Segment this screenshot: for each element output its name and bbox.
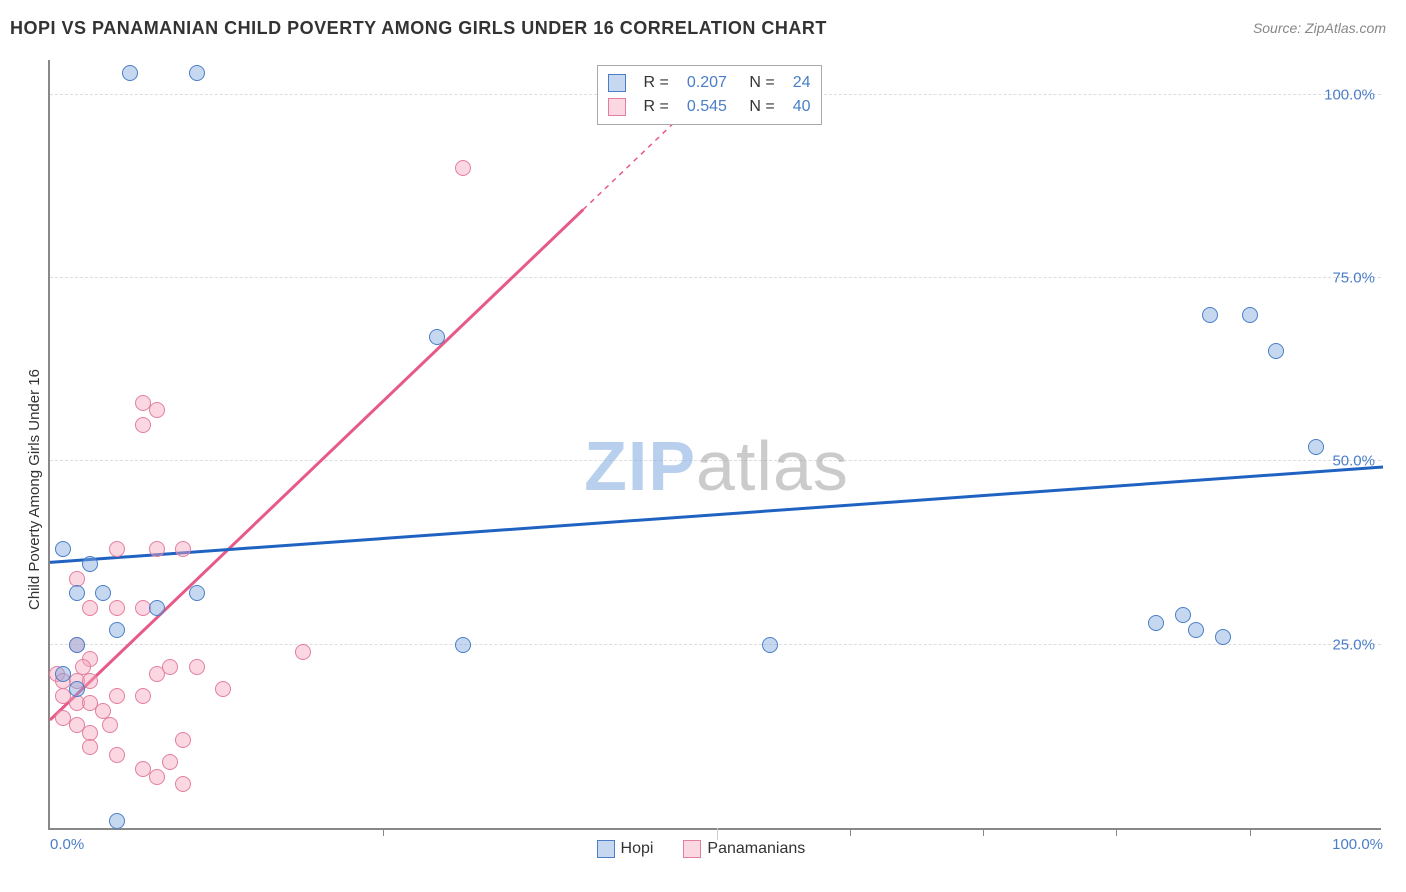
gridline-h [50, 460, 1381, 461]
point-panamanians [215, 681, 231, 697]
point-panamanians [149, 541, 165, 557]
point-panamanians [135, 688, 151, 704]
point-hopi [1188, 622, 1204, 638]
chart-title: HOPI VS PANAMANIAN CHILD POVERTY AMONG G… [10, 18, 827, 39]
point-hopi [1215, 629, 1231, 645]
point-panamanians [189, 659, 205, 675]
point-panamanians [162, 659, 178, 675]
point-hopi [69, 681, 85, 697]
point-hopi [189, 585, 205, 601]
point-panamanians [82, 725, 98, 741]
point-hopi [95, 585, 111, 601]
point-panamanians [109, 541, 125, 557]
point-panamanians [95, 703, 111, 719]
source-label: Source: ZipAtlas.com [1253, 20, 1386, 36]
point-panamanians [109, 688, 125, 704]
x-tick [383, 828, 384, 836]
y-axis-label: Child Poverty Among Girls Under 16 [26, 369, 43, 610]
point-hopi [1242, 307, 1258, 323]
x-tick [1116, 828, 1117, 836]
gridline-h [50, 277, 1381, 278]
y-tick-label: 75.0% [1332, 270, 1375, 287]
point-hopi [55, 666, 71, 682]
correlation-legend: R =0.207 N =24R =0.545 N =40 [597, 65, 822, 125]
point-hopi [149, 600, 165, 616]
point-panamanians [102, 717, 118, 733]
point-hopi [762, 637, 778, 653]
point-panamanians [135, 417, 151, 433]
point-hopi [1268, 343, 1284, 359]
gridline-v [717, 828, 718, 840]
point-panamanians [175, 541, 191, 557]
series-legend: HopiPanamanians [597, 840, 836, 858]
y-tick-label: 100.0% [1324, 86, 1375, 103]
x-tick-label: 100.0% [1332, 836, 1383, 853]
point-panamanians [82, 600, 98, 616]
point-panamanians [82, 739, 98, 755]
point-panamanians [455, 160, 471, 176]
point-hopi [55, 541, 71, 557]
point-panamanians [69, 571, 85, 587]
y-tick-label: 25.0% [1332, 636, 1375, 653]
watermark: ZIPatlas [584, 426, 849, 506]
point-panamanians [175, 776, 191, 792]
point-panamanians [162, 754, 178, 770]
y-tick-label: 50.0% [1332, 453, 1375, 470]
x-tick [1250, 828, 1251, 836]
point-panamanians [75, 659, 91, 675]
point-panamanians [109, 600, 125, 616]
point-hopi [122, 65, 138, 81]
point-hopi [1308, 439, 1324, 455]
point-panamanians [109, 747, 125, 763]
point-hopi [1202, 307, 1218, 323]
x-tick-label: 0.0% [50, 836, 84, 853]
point-panamanians [149, 402, 165, 418]
point-hopi [1148, 615, 1164, 631]
point-panamanians [295, 644, 311, 660]
point-hopi [69, 637, 85, 653]
plot-area: 25.0%50.0%75.0%100.0%0.0%100.0%ZIPatlasR… [48, 60, 1381, 830]
point-hopi [82, 556, 98, 572]
point-panamanians [175, 732, 191, 748]
point-panamanians [149, 769, 165, 785]
point-hopi [69, 585, 85, 601]
point-hopi [189, 65, 205, 81]
trend-lines [50, 60, 1381, 828]
point-hopi [109, 622, 125, 638]
point-hopi [455, 637, 471, 653]
gridline-h [50, 644, 1381, 645]
point-hopi [429, 329, 445, 345]
x-tick [850, 828, 851, 836]
x-tick [983, 828, 984, 836]
point-hopi [1175, 607, 1191, 623]
point-hopi [109, 813, 125, 829]
